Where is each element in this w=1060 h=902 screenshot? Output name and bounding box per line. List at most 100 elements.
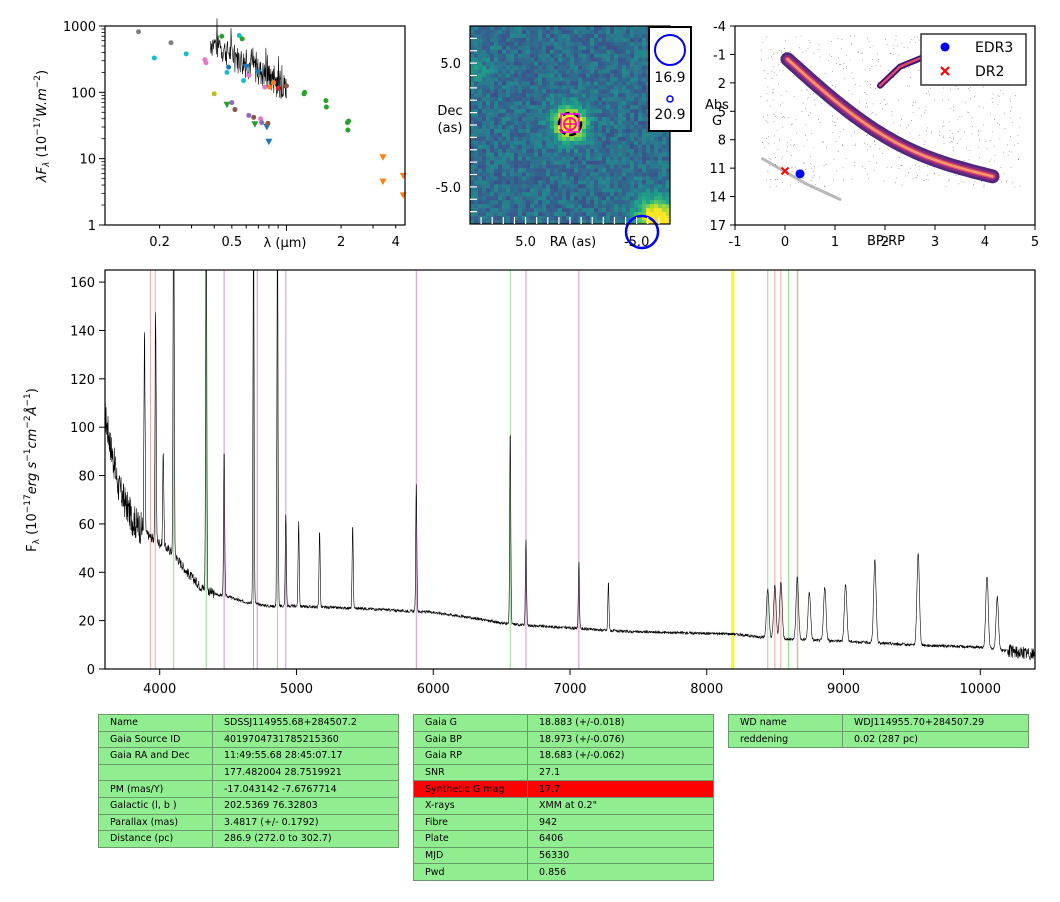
- image-pixel: [590, 121, 595, 126]
- image-pixel: [610, 65, 615, 70]
- image-pixel: [550, 164, 555, 169]
- image-pixel: [578, 93, 583, 98]
- hrd-density-dot: [979, 105, 980, 107]
- image-pixel: [534, 132, 539, 138]
- image-pixel: [666, 168, 671, 173]
- image-pixel: [482, 164, 487, 169]
- image-pixel: [590, 89, 595, 94]
- image-pixel: [482, 172, 487, 177]
- image-pixel: [558, 184, 563, 189]
- table-key: MJD: [413, 846, 528, 865]
- image-pixel: [546, 73, 551, 78]
- image-pixel: [578, 49, 583, 55]
- hrd-density-dot: [784, 165, 786, 167]
- image-pixel: [602, 176, 607, 181]
- image-pixel: [490, 61, 495, 66]
- hrd-density-dot: [767, 171, 769, 172]
- image-pixel: [474, 136, 479, 142]
- image-pixel: [626, 45, 631, 51]
- image-pixel: [638, 81, 643, 86]
- image-pixel: [618, 65, 623, 70]
- image-pixel: [578, 37, 583, 43]
- image-pixel: [542, 216, 547, 221]
- image-pixel: [622, 37, 627, 43]
- image-pixel: [642, 128, 647, 134]
- image-pixel: [594, 73, 599, 78]
- image-pixel: [634, 121, 639, 126]
- image-pixel: [610, 156, 615, 161]
- image-pixel: [590, 160, 595, 165]
- image-pixel: [558, 37, 563, 43]
- sed-point: [229, 100, 235, 106]
- image-pixel: [470, 220, 475, 225]
- image-pixel: [614, 152, 619, 157]
- hrd-density-dot: [854, 35, 856, 37]
- hrd-density-dot: [875, 65, 877, 66]
- image-pixel: [526, 172, 531, 177]
- hrd-density-dot: [832, 115, 834, 117]
- image-pixel: [478, 37, 483, 43]
- image-pixel: [534, 41, 539, 47]
- image-pixel: [622, 208, 627, 213]
- image-pixel: [566, 188, 571, 193]
- image-pixel: [578, 41, 583, 47]
- hrd-density-dot: [916, 36, 918, 38]
- image-pixel: [474, 69, 479, 74]
- image-pixel: [526, 101, 531, 106]
- image-pixel: [546, 160, 551, 165]
- hrd-density-dot: [806, 139, 808, 141]
- hrd-density-dot: [943, 143, 945, 144]
- image-pixel: [470, 164, 475, 169]
- image-pixel: [542, 109, 547, 114]
- image-pixel: [478, 117, 483, 122]
- image-pixel: [574, 73, 579, 78]
- image-pixel: [514, 188, 519, 193]
- hrd-density-dot: [815, 184, 817, 185]
- image-pixel: [526, 160, 531, 165]
- hrd-density-dot: [794, 167, 796, 169]
- image-pixel: [622, 77, 627, 82]
- image-pixel: [510, 53, 515, 58]
- image-pixel: [650, 208, 655, 213]
- image-pixel: [526, 69, 531, 74]
- image-pixel: [602, 37, 607, 43]
- image-pixel: [486, 113, 491, 118]
- image-pixel: [642, 168, 647, 173]
- hrd-density-dot: [973, 181, 975, 183]
- hrd-density-dot: [859, 85, 861, 87]
- hrd-density-dot: [810, 156, 811, 158]
- image-pixel: [530, 144, 535, 150]
- image-pixel: [482, 156, 487, 161]
- image-pixel: [638, 220, 643, 225]
- image-pixel: [574, 93, 579, 98]
- image-pixel: [582, 109, 587, 114]
- image-pixel: [538, 61, 543, 66]
- spectrum-frame: [104, 269, 1036, 670]
- image-pixel: [574, 136, 579, 142]
- hrd-density-dot: [885, 38, 886, 40]
- image-pixel: [526, 125, 531, 130]
- image-pixel: [474, 57, 479, 62]
- image-pixel: [662, 188, 667, 193]
- image-pixel: [590, 81, 595, 86]
- image-pixel: [470, 53, 475, 58]
- image-pixel: [594, 132, 599, 138]
- image-pixel: [618, 85, 623, 90]
- image-pixel: [606, 26, 611, 31]
- image-pixel: [506, 85, 511, 90]
- image-pixel: [506, 41, 511, 47]
- image-pixel: [578, 33, 583, 39]
- image-pixel: [594, 196, 599, 201]
- image-pixel: [526, 176, 531, 181]
- image-pixel: [642, 200, 647, 205]
- image-pixel: [626, 148, 631, 154]
- hrd-density-dot: [949, 136, 951, 138]
- image-pixel: [534, 196, 539, 201]
- image-pixel: [626, 117, 631, 122]
- table-row: Gaia BP 18.973 (+/-0.076): [413, 730, 714, 749]
- image-pixel: [482, 101, 487, 106]
- image-pixel: [470, 216, 475, 221]
- image-pixel: [494, 29, 499, 35]
- image-pixel: [586, 168, 591, 173]
- image-pixel: [642, 220, 647, 225]
